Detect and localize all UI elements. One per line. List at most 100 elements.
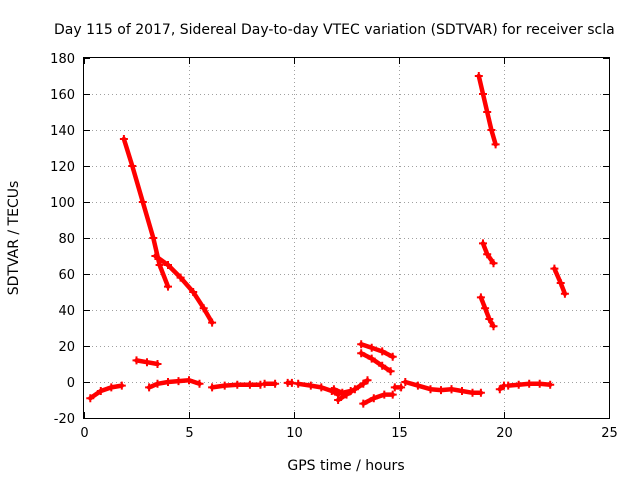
y-tick-label: 0 xyxy=(67,376,75,391)
data-point xyxy=(481,304,490,313)
data-point xyxy=(96,387,105,395)
data-point xyxy=(468,388,477,397)
data-point xyxy=(220,381,229,390)
x-tick-label: 10 xyxy=(286,426,303,441)
data-point xyxy=(155,261,164,269)
data-point xyxy=(483,250,492,259)
data-point xyxy=(245,380,254,389)
data-point xyxy=(189,288,198,296)
data-point xyxy=(388,390,397,399)
data-point xyxy=(357,340,366,349)
data-point xyxy=(164,261,172,269)
y-tick-label: 160 xyxy=(50,88,75,103)
y-tick-label: 140 xyxy=(50,124,75,139)
plot-frame xyxy=(83,57,610,419)
data-point xyxy=(329,385,338,394)
data-point xyxy=(195,379,204,388)
series-track-14 xyxy=(358,350,393,374)
data-point xyxy=(86,394,95,403)
series-track-2 xyxy=(121,136,171,289)
data-point xyxy=(199,304,208,313)
data-point xyxy=(504,381,513,390)
data-point xyxy=(151,252,160,260)
series-track-1 xyxy=(88,383,125,401)
data-point xyxy=(128,162,137,170)
data-point xyxy=(437,386,445,395)
y-tick-label: 180 xyxy=(50,52,75,67)
data-point xyxy=(107,383,116,392)
data-point xyxy=(164,282,172,291)
data-point xyxy=(117,381,126,390)
data-point xyxy=(560,289,569,298)
y-tick-label: 20 xyxy=(58,340,75,355)
y-tick-label: 80 xyxy=(58,232,75,247)
data-series xyxy=(86,72,569,408)
data-point xyxy=(145,383,154,392)
data-point xyxy=(487,126,496,134)
data-point xyxy=(208,383,217,392)
data-point xyxy=(447,385,456,394)
y-tick-label: 120 xyxy=(50,160,75,175)
y-tick-label: -20 xyxy=(54,412,75,427)
data-point xyxy=(138,198,147,206)
data-point xyxy=(479,239,487,248)
data-point xyxy=(367,343,376,352)
data-point xyxy=(550,264,559,273)
series-track-20 xyxy=(478,295,496,329)
x-tick-label: 5 xyxy=(185,426,193,441)
x-tick-label: 20 xyxy=(496,426,513,441)
data-point xyxy=(397,383,406,392)
x-axis-label: GPS time / hours xyxy=(287,458,404,474)
series-track-3 xyxy=(153,253,215,325)
data-point xyxy=(380,390,389,399)
data-point xyxy=(514,380,523,389)
data-point xyxy=(338,388,347,397)
data-point xyxy=(143,358,151,367)
data-point xyxy=(489,322,498,331)
axis-ticks: 0 5 10 15 20 25 -20 0 20 40 60 80 100 120 140 160 180 xyxy=(50,52,618,441)
data-point xyxy=(363,376,372,385)
data-point xyxy=(164,378,172,386)
data-point xyxy=(153,360,162,368)
y-axis-label: SDTVAR / TECUs xyxy=(6,181,22,296)
data-point xyxy=(476,293,485,302)
series-track-23 xyxy=(552,266,568,297)
data-point xyxy=(485,315,494,323)
data-point xyxy=(556,279,565,287)
data-point xyxy=(483,108,492,116)
data-point xyxy=(359,399,368,408)
data-point xyxy=(386,367,395,376)
series-track-13 xyxy=(358,341,395,360)
data-point xyxy=(149,234,158,242)
data-point xyxy=(474,72,483,80)
grid xyxy=(84,58,609,418)
series-track-17 xyxy=(449,386,484,396)
data-point xyxy=(271,379,280,388)
data-point xyxy=(294,379,303,388)
data-point xyxy=(378,361,387,370)
data-point xyxy=(174,377,183,386)
data-point xyxy=(185,376,193,385)
data-point xyxy=(479,90,487,98)
data-point xyxy=(476,388,485,397)
chart-title: Day 115 of 2017, Sidereal Day-to-day VTE… xyxy=(54,22,615,38)
data-point xyxy=(458,387,466,395)
data-point xyxy=(350,385,359,394)
data-point xyxy=(208,318,217,327)
y-tick-label: 40 xyxy=(58,304,75,319)
data-point xyxy=(334,396,343,404)
data-point xyxy=(260,379,269,388)
data-point xyxy=(359,379,368,388)
data-point xyxy=(525,379,534,388)
x-tick-label: 15 xyxy=(391,426,408,441)
data-point xyxy=(306,381,315,390)
data-point xyxy=(546,380,555,389)
data-point xyxy=(132,356,141,365)
data-point xyxy=(357,349,366,358)
data-point xyxy=(369,394,378,403)
y-tick-label: 100 xyxy=(50,196,75,211)
data-point xyxy=(491,140,500,149)
data-point xyxy=(346,387,355,395)
data-point xyxy=(176,273,185,282)
